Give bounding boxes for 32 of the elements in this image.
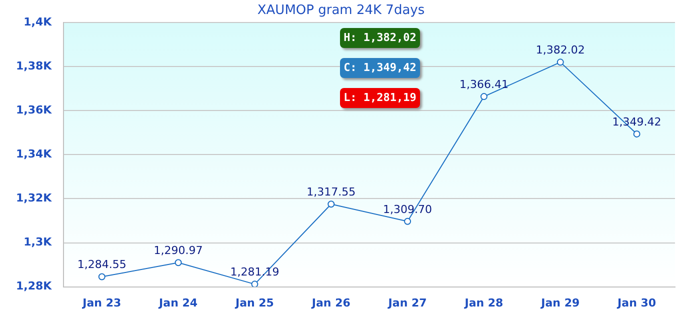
y-tick-label: 1,38K [16,59,52,72]
x-tick-label: Jan 25 [234,296,274,310]
data-label: 1,290.97 [154,244,203,258]
badge: H: 1,382,02 [340,28,420,48]
point [174,259,182,266]
x-tick-label: Jan 23 [82,296,122,310]
point [480,93,488,100]
y-tick-label: 1,36K [16,104,52,117]
x-tick-label: Jan 26 [310,296,351,310]
point [633,130,640,138]
data-label: 1,317.55 [306,185,356,198]
point [251,280,258,287]
y-tick-label: 1,3K [24,236,52,249]
x-tick-label: Jan 28 [464,296,504,310]
badge: L: 1,281,19 [340,88,420,108]
x-tick-label: Jan 27 [387,296,427,310]
point [404,218,412,225]
y-tick-label: 1,34K [16,148,52,161]
data-label: 1,382.02 [536,44,585,57]
point [556,58,564,66]
data-label: 1,366.41 [459,78,508,91]
data-label: 1,284.55 [77,258,126,272]
y-tick-label: 1,4K [24,15,52,28]
x-tick-label: Jan 29 [540,296,580,310]
y-tick-label: 1,32K [16,192,52,205]
y-tick-label: 1,28K [16,280,52,293]
x-tick-label: Jan 30 [616,296,656,310]
point [328,200,335,208]
x-tick-label: Jan 24 [158,296,198,310]
point [98,273,106,280]
chart-title: XAUMOP gram 24K 7days [257,3,425,18]
badge: C: 1,349,42 [340,58,420,78]
